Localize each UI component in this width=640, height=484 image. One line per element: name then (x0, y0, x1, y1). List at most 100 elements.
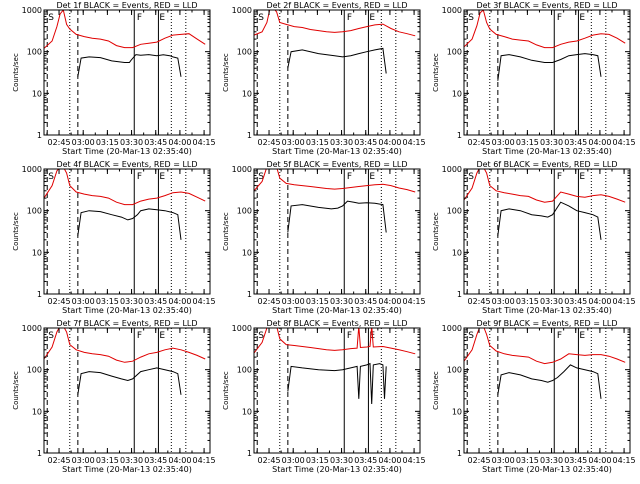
plot-frame (463, 9, 631, 136)
y-tick-label: 1 (247, 131, 252, 140)
y-axis-label: Counts/sec (222, 212, 230, 251)
time-marker-label: S (48, 331, 54, 341)
series-lld-line (254, 328, 416, 355)
x-tick-label: 02:45 (48, 456, 71, 465)
y-tick-label: 1000 (22, 6, 42, 15)
x-tick-label: 03:45 (354, 456, 377, 465)
x-axis-label: Start Time (20-Mar-13 02:35:40) (272, 465, 402, 474)
panel-title: Det 5f BLACK = Events, RED = LLD (266, 160, 407, 169)
time-marker-label: F (557, 172, 562, 182)
x-tick-label: 03:30 (120, 138, 143, 147)
panel-title: Det 2f BLACK = Events, RED = LLD (266, 1, 407, 10)
x-tick-label: 03:00 (72, 456, 95, 465)
x-tick-label: 03:15 (306, 297, 329, 306)
x-tick-label: 03:00 (492, 456, 515, 465)
series-lld-line (464, 169, 626, 203)
x-tick-label: 02:45 (48, 138, 71, 147)
x-tick-label: 04:15 (193, 456, 216, 465)
x-tick-label: 04:15 (193, 138, 216, 147)
x-tick-label: 02:45 (258, 297, 281, 306)
time-marker-label: S (258, 13, 264, 23)
x-tick-label: 04:00 (588, 297, 611, 306)
time-marker-label: E (159, 13, 165, 23)
x-tick-label: 04:00 (378, 456, 401, 465)
x-tick-label: 04:00 (588, 456, 611, 465)
y-tick-label: 10 (452, 407, 462, 416)
y-tick-label: 1000 (442, 324, 462, 333)
y-axis-label: Counts/sec (432, 53, 440, 92)
y-tick-label: 1000 (442, 165, 462, 174)
x-tick-label: 03:15 (516, 138, 539, 147)
y-tick-label: 1 (457, 131, 462, 140)
y-tick-label: 1 (37, 290, 42, 299)
time-marker-label: F (137, 331, 142, 341)
time-marker-label: E (369, 13, 375, 23)
y-tick-label: 100 (27, 48, 42, 57)
x-tick-label: 02:45 (258, 138, 281, 147)
plot-frame (253, 327, 421, 454)
x-tick-label: 03:30 (120, 297, 143, 306)
y-tick-label: 1 (37, 449, 42, 458)
plot-frame (253, 168, 421, 295)
x-axis-label: Start Time (20-Mar-13 02:35:40) (62, 306, 192, 315)
x-tick-label: 04:15 (193, 297, 216, 306)
y-tick-label: 100 (237, 207, 252, 216)
y-axis-label: Counts/sec (222, 53, 230, 92)
y-tick-label: 1000 (232, 324, 252, 333)
x-tick-label: 04:00 (588, 138, 611, 147)
x-axis-label: Start Time (20-Mar-13 02:35:40) (482, 465, 612, 474)
time-marker-label: E (159, 331, 165, 341)
y-tick-label: 10 (242, 89, 252, 98)
series-lld-line (464, 328, 626, 365)
x-tick-label: 03:45 (354, 138, 377, 147)
y-tick-label: 10 (242, 248, 252, 257)
time-marker-label: S (48, 13, 54, 23)
plot-frame (463, 168, 631, 295)
y-tick-label: 1 (457, 290, 462, 299)
time-marker-label: F (347, 13, 352, 23)
x-tick-label: 03:00 (282, 297, 305, 306)
series-lld-line (44, 169, 206, 206)
y-axis-label: Counts/sec (12, 371, 20, 410)
time-marker-label: F (137, 13, 142, 23)
time-marker-label: S (258, 172, 264, 182)
y-tick-label: 10 (452, 89, 462, 98)
x-tick-label: 03:30 (330, 456, 353, 465)
series-events-line (287, 362, 387, 405)
panel-title: Det 1f BLACK = Events, RED = LLD (56, 1, 197, 10)
y-tick-label: 1 (247, 290, 252, 299)
x-tick-label: 03:00 (282, 456, 305, 465)
time-marker-label: E (369, 172, 375, 182)
panel-title: Det 6f BLACK = Events, RED = LLD (476, 160, 617, 169)
x-tick-label: 03:00 (282, 138, 305, 147)
panel-title: Det 3f BLACK = Events, RED = LLD (476, 1, 617, 10)
x-tick-label: 04:15 (613, 297, 636, 306)
y-tick-label: 100 (237, 366, 252, 375)
y-tick-label: 100 (447, 366, 462, 375)
series-events-line (77, 367, 182, 395)
time-marker-label: S (468, 172, 474, 182)
panel-title: Det 9f BLACK = Events, RED = LLD (476, 319, 617, 328)
y-axis-label: Counts/sec (222, 371, 230, 410)
y-tick-label: 1000 (232, 6, 252, 15)
x-tick-label: 03:15 (516, 456, 539, 465)
y-tick-label: 100 (237, 48, 252, 57)
plot-frame (253, 9, 421, 136)
time-marker-label: F (347, 172, 352, 182)
time-marker-label: E (579, 331, 585, 341)
time-marker-label: S (258, 331, 264, 341)
x-tick-label: 03:00 (72, 138, 95, 147)
y-tick-label: 100 (447, 207, 462, 216)
series-lld-line (464, 10, 626, 49)
series-lld-line (254, 10, 416, 37)
series-events-line (497, 201, 602, 240)
series-events-line (77, 208, 182, 240)
x-tick-label: 03:30 (540, 138, 563, 147)
x-axis-label: Start Time (20-Mar-13 02:35:40) (482, 306, 612, 315)
